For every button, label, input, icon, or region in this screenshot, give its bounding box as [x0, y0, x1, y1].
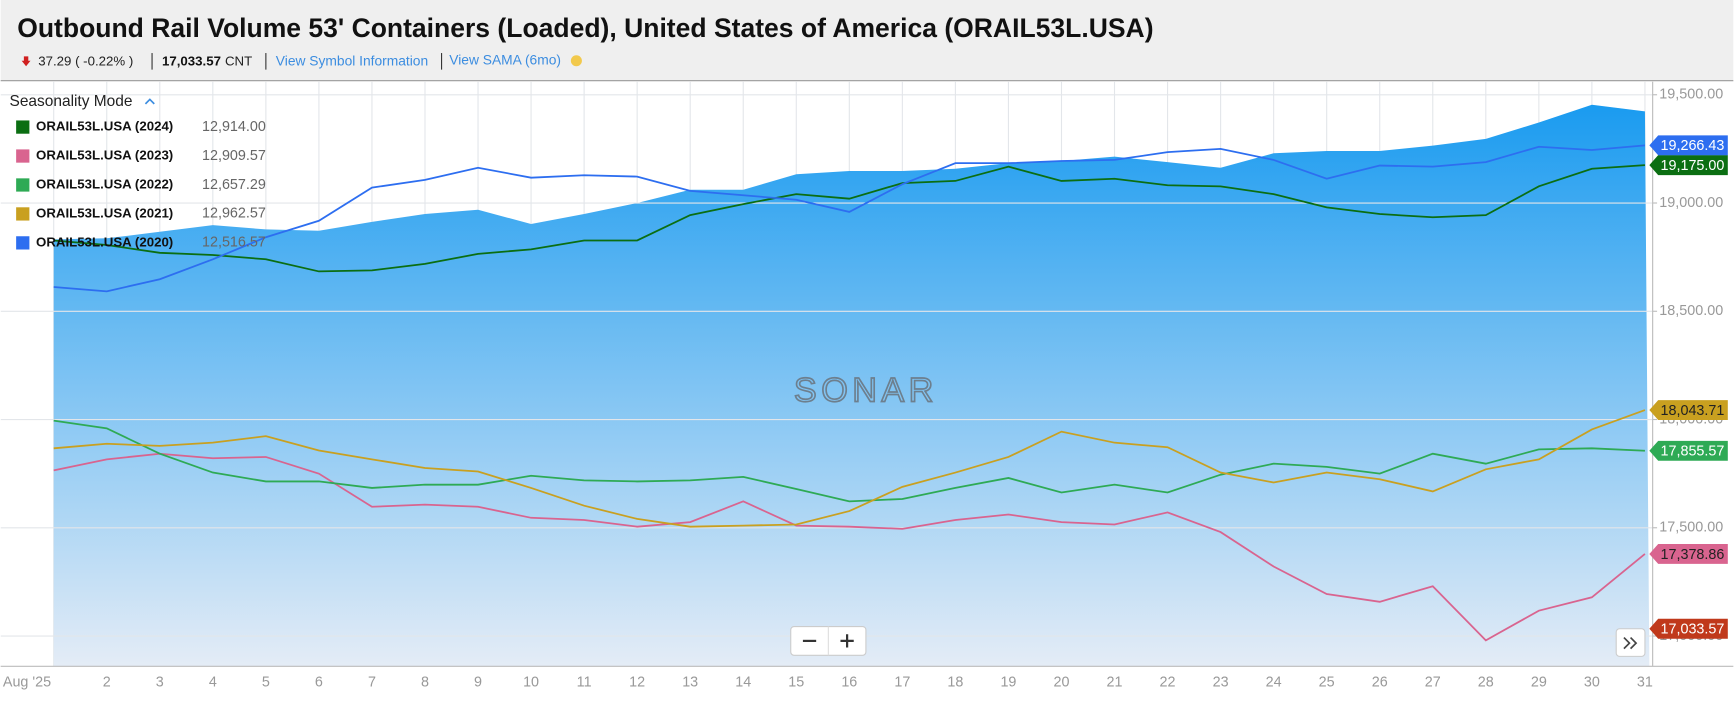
x-tick-label: 17: [894, 675, 910, 691]
legend-swatch: [16, 207, 30, 221]
current-value: 17,033.57: [162, 53, 221, 68]
x-tick-label: 5: [262, 675, 270, 691]
end-label-tag: [1649, 400, 1728, 420]
down-arrow: [21, 56, 31, 67]
x-tick-label: 27: [1425, 675, 1441, 691]
y-tick-label: 19,000.00: [1659, 195, 1723, 211]
current-label-tag: [1649, 618, 1728, 639]
legend-value: 12,962.57: [202, 206, 266, 222]
series-line: [53, 164, 1645, 273]
legend-name: ORAIL53L.USA (2023): [36, 148, 173, 163]
hand-icon: [570, 55, 582, 67]
header-bg: [0, 0, 1734, 81]
x-tick-label: 2: [103, 675, 111, 691]
x-tick-label: 9: [474, 675, 482, 691]
legend-swatch: [16, 178, 30, 192]
series-line: [53, 144, 1646, 293]
x-tick-label: 19: [1000, 675, 1016, 691]
area: [53, 104, 1650, 667]
end-label: 18,043.71: [1661, 403, 1725, 419]
end-label-tag: [1649, 440, 1728, 461]
watermark: SONAR: [794, 371, 938, 409]
x-tick-label: 6: [315, 675, 323, 691]
x-tick-label: 25: [1319, 675, 1335, 691]
x-tick-label: 29: [1531, 675, 1547, 691]
end-label-tag: [1649, 135, 1728, 156]
y-tick-label: 18,500.00: [1659, 303, 1723, 319]
x-tick-label: 12: [629, 675, 645, 691]
mode-label[interactable]: Seasonality Mode: [10, 93, 133, 110]
x-tick-label: 13: [682, 675, 698, 691]
legend-value: 12,914.00: [202, 119, 266, 135]
end-label: 19,175.00: [1661, 158, 1725, 174]
x-tick-label: Aug '25: [3, 675, 51, 691]
legend-value: 12,657.29: [202, 177, 266, 193]
legend-name: ORAIL53L.USA (2024): [36, 119, 173, 134]
x-tick-label: 7: [368, 675, 376, 691]
x-tick-label: 10: [523, 675, 539, 691]
end-label: 19,266.43: [1661, 138, 1725, 154]
x-tick-label: 20: [1053, 675, 1069, 691]
series-line: [53, 409, 1646, 528]
x-tick-label: 4: [209, 675, 217, 691]
end-label-tag: [1649, 544, 1728, 564]
legend-value: 12,516.57: [202, 235, 266, 251]
x-tick-label: 22: [1160, 675, 1176, 691]
x-tick-label: 15: [788, 675, 804, 691]
legend-name: ORAIL53L.USA (2021): [36, 205, 173, 220]
end-label: 17,378.86: [1661, 547, 1725, 563]
x-tick-label: 26: [1372, 675, 1388, 691]
current-label: 17,033.57: [1661, 622, 1725, 638]
sama-link[interactable]: View SAMA (6mo): [449, 51, 561, 67]
x-tick-label: 8: [421, 675, 429, 691]
scroll-end-icon: [1623, 637, 1638, 650]
symbol-link[interactable]: View Symbol Information: [276, 53, 428, 69]
x-tick-label: 30: [1584, 675, 1600, 691]
legend-swatch: [16, 120, 30, 134]
legend-name: ORAIL53L.USA (2020): [36, 234, 173, 249]
end-label: 17,855.57: [1661, 444, 1725, 460]
legend-swatch: [16, 236, 30, 250]
legend-name: ORAIL53L.USA (2022): [36, 176, 173, 191]
series-line: [53, 452, 1646, 642]
plot: [0, 81, 1653, 667]
series-line: [53, 419, 1645, 503]
zoom-in[interactable]: [840, 634, 854, 648]
x-tick-label: 31: [1637, 675, 1653, 691]
legend-value: 12,909.57: [202, 148, 266, 164]
x-tick-label: 21: [1107, 675, 1123, 691]
y-tick-label: 17,500.00: [1659, 520, 1723, 536]
x-tick-label: 24: [1266, 675, 1282, 691]
end-label-tag: [1649, 155, 1728, 176]
y-tick-label: 19,500.00: [1659, 87, 1723, 103]
x-tick-label: 23: [1213, 675, 1229, 691]
x-tick-label: 28: [1478, 675, 1494, 691]
x-tick-label: 18: [947, 675, 963, 691]
x-tick-label: 11: [577, 675, 592, 691]
x-tick-label: 16: [841, 675, 857, 691]
unit: CNT: [225, 53, 252, 68]
change: 37.29 ( -0.22% ): [38, 53, 133, 68]
legend-swatch: [16, 149, 30, 163]
x-tick-label: 3: [156, 675, 164, 691]
title: Outbound Rail Volume 53' Containers (Loa…: [17, 13, 1153, 43]
caret[interactable]: [144, 98, 155, 105]
scroll-end-button[interactable]: [1615, 628, 1646, 657]
x-tick-label: 14: [735, 675, 751, 691]
